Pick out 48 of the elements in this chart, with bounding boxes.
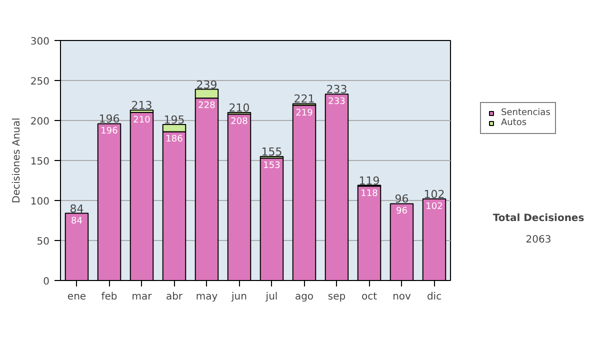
total-label: 233 (326, 83, 348, 96)
x-tick-label: may (196, 292, 218, 302)
x-tick-label: feb (101, 292, 118, 302)
data-label: 84 (71, 216, 83, 226)
data-label: 118 (360, 189, 378, 200)
y-tick-label: 300 (30, 36, 50, 48)
data-label: 96 (396, 206, 408, 217)
x-tick-label: dic (426, 292, 442, 302)
total-label: 239 (196, 78, 218, 92)
total-label: 155 (261, 146, 282, 158)
x-tick-label: mar (132, 292, 153, 302)
y-tick-label: 200 (30, 116, 50, 128)
total-label: 195 (164, 114, 185, 126)
total-label: 119 (358, 174, 380, 188)
x-tick-label: jul (264, 292, 278, 302)
y-tick-label: 0 (43, 276, 50, 288)
data-label: 186 (166, 134, 184, 145)
x-tick-label: abr (166, 292, 184, 302)
data-label: 210 (133, 116, 151, 126)
data-label: 153 (263, 161, 280, 172)
total-label: 102 (424, 188, 445, 201)
total-label: 96 (394, 192, 409, 206)
data-label: 102 (426, 202, 443, 212)
text: Total Decisiones (492, 213, 584, 224)
x-tick-label: jun (230, 292, 247, 302)
x-tick-label: nov (392, 292, 412, 302)
total-label: 210 (228, 102, 250, 114)
data-label: 233 (328, 97, 346, 108)
y-tick-label: 250 (30, 76, 50, 88)
data-label: 208 (230, 117, 248, 128)
y-axis-title: Decisiones Anual (11, 118, 22, 204)
data-label: 228 (198, 101, 216, 112)
total-label: 213 (131, 99, 152, 112)
legend-label: Autos (501, 118, 527, 128)
total-label: 84 (70, 202, 84, 216)
x-tick-label: sep (328, 292, 346, 302)
data-label: 219 (296, 108, 314, 118)
y-tick-label: 100 (30, 196, 50, 208)
legend-label: Sentencias (501, 108, 550, 118)
data-label: 196 (100, 126, 118, 137)
x-tick-label: ago (294, 292, 314, 302)
text: 2063 (526, 234, 552, 246)
y-tick-label: 150 (30, 156, 50, 168)
x-tick-label: oct (361, 292, 378, 302)
x-tick-label: ene (67, 292, 86, 302)
y-tick-label: 50 (36, 236, 50, 248)
total-label: 196 (98, 112, 120, 126)
total-label: 221 (294, 92, 315, 106)
